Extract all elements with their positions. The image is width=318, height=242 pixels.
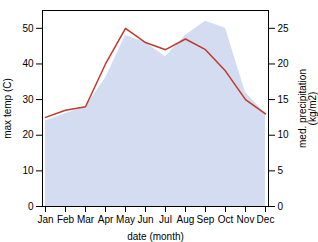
svg-text:Mar: Mar: [77, 214, 95, 225]
svg-text:Jul: Jul: [159, 214, 172, 225]
svg-text:Feb: Feb: [57, 214, 75, 225]
svg-text:30: 30: [22, 94, 34, 105]
svg-text:Apr: Apr: [98, 214, 114, 225]
svg-text:Jan: Jan: [37, 214, 53, 225]
svg-text:Nov: Nov: [237, 214, 255, 225]
svg-text:Dec: Dec: [257, 214, 275, 225]
svg-text:10: 10: [22, 165, 34, 176]
svg-text:0: 0: [28, 201, 34, 212]
svg-text:date (month): date (month): [127, 231, 184, 242]
svg-text:Oct: Oct: [218, 214, 234, 225]
svg-text:Aug: Aug: [177, 214, 195, 225]
svg-text:Sep: Sep: [197, 214, 215, 225]
svg-text:max temp (C): max temp (C): [2, 78, 13, 139]
svg-text:40: 40: [22, 58, 34, 69]
svg-text:15: 15: [278, 94, 290, 105]
svg-text:Jun: Jun: [137, 214, 153, 225]
svg-text:0: 0: [278, 201, 284, 212]
svg-text:med. precipitation(kg/m2): med. precipitation(kg/m2): [297, 69, 318, 148]
svg-text:5: 5: [278, 165, 284, 176]
svg-text:20: 20: [22, 129, 34, 140]
svg-text:10: 10: [278, 129, 290, 140]
svg-text:50: 50: [22, 23, 34, 34]
svg-text:May: May: [116, 214, 135, 225]
svg-text:20: 20: [278, 58, 290, 69]
svg-text:25: 25: [278, 23, 290, 34]
